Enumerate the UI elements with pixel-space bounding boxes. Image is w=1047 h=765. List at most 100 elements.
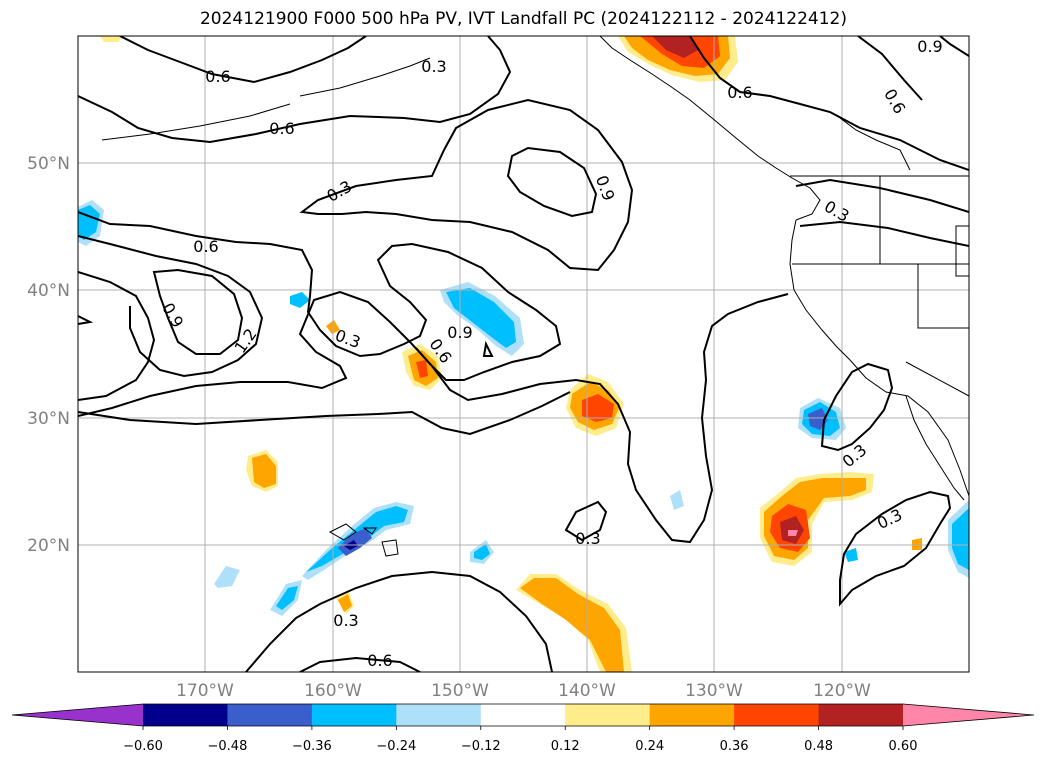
contour-label: 0.3 — [575, 529, 600, 548]
contour-line — [119, 36, 367, 84]
latitude-tick-label: 50°N — [27, 154, 70, 174]
colorbar-segment — [480, 704, 566, 726]
contour-line — [78, 211, 562, 381]
latitude-tick-label: 30°N — [27, 409, 70, 429]
contour-label: 0.9 — [447, 323, 472, 342]
colorbar-segment — [311, 704, 397, 726]
shade-blob — [670, 490, 684, 510]
longitude-ticks: 170°W 160°W 150°W 140°W 130°W 120°W — [176, 681, 871, 701]
shade-blob — [290, 292, 310, 308]
contour-line — [564, 500, 608, 542]
contour-line — [299, 656, 421, 672]
contour-line — [820, 362, 894, 452]
longitude-tick-label: 170°W — [176, 681, 234, 701]
colorbar-extend-high — [903, 704, 1034, 726]
latitude-ticks: 50°N 40°N 30°N 20°N — [27, 154, 70, 556]
colorbar-tick-label: 0.48 — [804, 739, 833, 754]
colorbar-tick-label: 0.36 — [720, 739, 749, 754]
colorbar-tick-label: 0.24 — [635, 739, 664, 754]
contour-line — [689, 36, 969, 171]
contour-line — [78, 290, 789, 544]
contour-line — [939, 36, 969, 57]
contour-line — [482, 340, 494, 357]
shade-blob — [100, 36, 124, 42]
shade-blob — [474, 544, 490, 560]
coastline-west-coast — [789, 219, 969, 497]
contour-line — [78, 391, 571, 436]
coastline-aleutians — [101, 103, 291, 141]
colorbar-segment — [649, 704, 735, 726]
contour-label: 0.3 — [333, 611, 358, 630]
colorbar-tick-label: 0.60 — [889, 739, 918, 754]
colorbar-segment — [818, 704, 904, 726]
shade-blob — [520, 578, 624, 672]
latitude-tick-label: 40°N — [27, 281, 70, 301]
coastlines — [101, 36, 969, 557]
contour-label: 0.6 — [193, 237, 218, 256]
colorbar-tick-label: −0.24 — [376, 739, 416, 754]
contour-line — [839, 490, 952, 607]
contour-line — [299, 98, 634, 272]
contour-label: 0.6 — [269, 119, 294, 138]
shade-blob — [788, 530, 798, 536]
colorbar-segment — [396, 704, 482, 726]
coastline-bc — [599, 36, 821, 221]
colorbar-segment — [227, 704, 313, 726]
contour-labels: 0.6 0.3 0.6 0.9 0.6 0.6 0.3 0.9 0.3 0.6 … — [158, 37, 943, 670]
contour-label: 0.6 — [205, 67, 230, 86]
map-background — [78, 36, 969, 672]
contour-line — [78, 36, 512, 144]
shade-blob — [252, 454, 276, 488]
contour-label: 0.9 — [917, 37, 942, 56]
contour-label: 0.6 — [727, 83, 752, 102]
colorbar-tick-label: −0.12 — [461, 739, 501, 754]
latitude-tick-label: 20°N — [27, 536, 70, 556]
contour-label: 0.6 — [367, 651, 392, 670]
colorbar-extend-low — [12, 704, 143, 726]
shade-blob — [912, 538, 922, 550]
longitude-tick-label: 130°W — [685, 681, 743, 701]
longitude-tick-label: 150°W — [431, 681, 489, 701]
colorbar-tick-label: 0.12 — [551, 739, 580, 754]
state-borders — [792, 176, 969, 397]
colorbar-tick-label: −0.36 — [292, 739, 332, 754]
shade-blob — [652, 36, 698, 58]
coastline-aleutians — [299, 57, 431, 97]
colorbar-segment — [565, 704, 651, 726]
contour-label: 0.3 — [421, 57, 446, 76]
shading-layer — [78, 36, 969, 672]
coastline-baja — [905, 395, 965, 501]
colorbar-segment — [734, 704, 820, 726]
shade-blob — [338, 594, 352, 612]
contour-line — [506, 146, 598, 218]
colorbar-tick-label: −0.48 — [208, 739, 248, 754]
shade-blob — [446, 288, 516, 348]
shade-blob — [952, 508, 969, 570]
gridlines — [78, 36, 969, 672]
shade-blob — [582, 394, 614, 422]
colorbar-segment — [143, 704, 228, 726]
longitude-tick-label: 160°W — [304, 681, 362, 701]
hawaii-islands — [328, 523, 399, 557]
shade-blob — [214, 566, 240, 588]
contours — [78, 36, 969, 672]
contour-line — [152, 268, 244, 355]
shade-blob — [844, 548, 858, 562]
colorbar-tick-label: −0.60 — [123, 739, 163, 754]
chart-title: 2024121900 F000 500 hPa PV, IVT Landfall… — [199, 9, 847, 29]
map-area: 0.6 0.3 0.6 0.9 0.6 0.6 0.3 0.9 0.3 0.6 … — [78, 36, 969, 672]
contour-line — [78, 315, 94, 325]
contour-line — [78, 271, 156, 401]
shade-blob — [276, 586, 298, 610]
longitude-tick-label: 140°W — [558, 681, 616, 701]
map-frame — [77, 35, 970, 673]
contour-line — [78, 235, 264, 378]
coastline-alaska — [839, 117, 911, 171]
colorbar: −0.60 −0.48 −0.36 −0.24 −0.12 0.12 0.24 0.36 0.4… — [11, 703, 1035, 754]
contour-line — [799, 220, 969, 247]
shade-blob — [416, 360, 428, 378]
longitude-tick-label: 120°W — [813, 681, 871, 701]
contour-line — [857, 36, 923, 101]
state-borders — [955, 225, 969, 277]
